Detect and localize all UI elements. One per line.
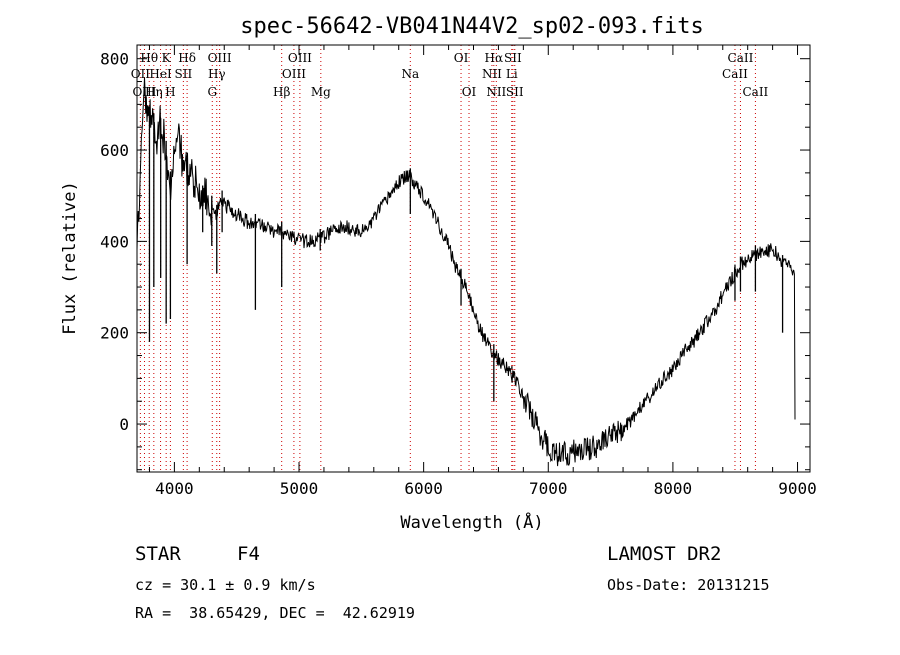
x-tick-label: 6000: [404, 479, 443, 498]
line-label-oi: OI: [462, 85, 477, 99]
spectral-line-markers: [139, 45, 756, 472]
line-label-caii: CaII: [722, 67, 748, 81]
line-label-hγ: Hγ: [208, 67, 226, 81]
line-label-hα: Hα: [485, 51, 504, 65]
spectral-line-labels: OIIOIIIHθHηHeIKHSIIHδGHγOIIIHβOIIIOIIIMg…: [131, 51, 769, 99]
line-label-h: H: [165, 85, 175, 99]
y-tick-label: 200: [100, 324, 129, 343]
line-label-nii: NII: [482, 67, 502, 81]
survey-name: LAMOST DR2: [607, 543, 722, 565]
x-tick-label: 8000: [654, 479, 693, 498]
x-tick-label: 7000: [529, 479, 568, 498]
line-label-k: K: [162, 51, 172, 65]
line-label-hβ: Hβ: [273, 85, 290, 99]
x-tick-label: 4000: [155, 479, 194, 498]
line-label-oiii: OIII: [132, 85, 156, 99]
line-label-hη: Hη: [145, 85, 163, 99]
absorption-dips: [148, 110, 784, 402]
line-label-oi: OI: [454, 51, 469, 65]
x-tick-label: 5000: [280, 479, 319, 498]
plot-frame: [136, 44, 811, 473]
chart-title: spec-56642-VB041N44V2_sp02-093.fits: [240, 14, 704, 39]
spectral-subclass: F4: [237, 543, 260, 565]
line-label-mg: Mg: [311, 85, 331, 99]
line-label-na: Na: [401, 67, 419, 81]
line-label-oiii: OIII: [288, 51, 312, 65]
y-tick-label: 600: [100, 141, 129, 160]
line-label-hei: HeI: [149, 67, 172, 81]
y-tick-label: 800: [100, 50, 129, 69]
line-label-hθ: Hθ: [140, 51, 158, 65]
y-axis-ticks: 0 200 400 600 800: [100, 50, 810, 471]
coordinates: RA = 38.65429, DEC = 42.62919: [135, 604, 415, 622]
y-tick-label: 400: [100, 232, 129, 251]
spectrum-series-line: [136, 77, 796, 467]
y-axis-label: Flux (relative): [60, 181, 80, 335]
line-label-li: Li: [506, 67, 518, 81]
line-label-g: G: [207, 85, 217, 99]
line-label-oiii: OIII: [208, 51, 232, 65]
x-axis-label: Wavelength (Å): [400, 511, 543, 533]
redshift-velocity: cz = 30.1 ± 0.9 km/s: [135, 576, 316, 594]
line-label-caii: CaII: [742, 85, 768, 99]
y-tick-label: 0: [119, 415, 129, 434]
x-tick-label: 9000: [778, 479, 817, 498]
line-label-nii: NII: [486, 85, 506, 99]
line-label-caii: CaII: [728, 51, 754, 65]
line-label-oiii: OIII: [282, 67, 306, 81]
observation-date: Obs-Date: 20131215: [607, 576, 770, 594]
line-label-sii: SII: [504, 51, 522, 65]
object-type: STAR: [135, 543, 181, 565]
line-label-sii: SII: [175, 67, 193, 81]
line-label-oii: OII: [131, 67, 151, 81]
x-axis-ticks: 4000 5000 6000 7000 8000 9000: [148, 45, 817, 498]
line-label-hδ: Hδ: [178, 51, 196, 65]
line-label-sii: SII: [506, 85, 524, 99]
